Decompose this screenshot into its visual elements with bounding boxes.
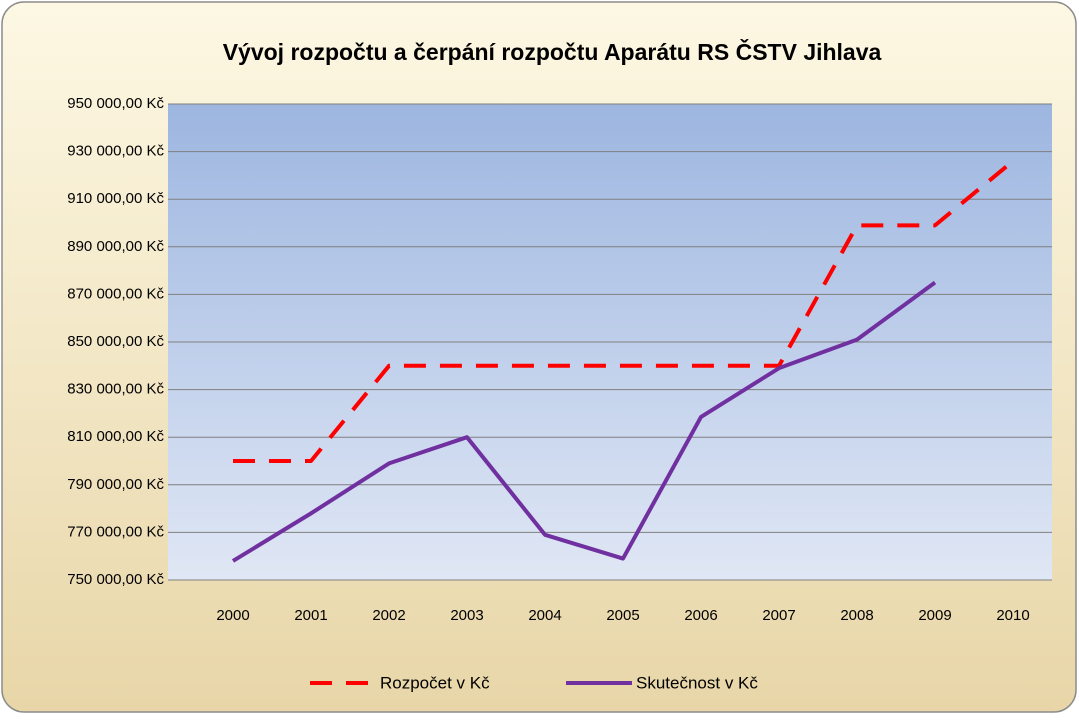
y-tick-label: 850 000,00 Kč (67, 333, 164, 350)
y-tick-label: 770 000,00 Kč (67, 523, 164, 540)
x-tick-label: 2003 (450, 607, 483, 624)
x-tick-label: 2006 (684, 607, 717, 624)
chart-title: Vývoj rozpočtu a čerpání rozpočtu Aparát… (223, 38, 882, 65)
x-tick-label: 2004 (528, 607, 561, 624)
legend-label: Skutečnost v Kč (636, 673, 758, 692)
y-tick-label: 830 000,00 Kč (67, 381, 164, 398)
y-tick-label: 890 000,00 Kč (67, 238, 164, 255)
y-tick-label: 790 000,00 Kč (67, 476, 164, 493)
y-tick-label: 930 000,00 Kč (67, 143, 164, 160)
y-tick-label: 870 000,00 Kč (67, 285, 164, 302)
x-tick-label: 2002 (372, 607, 405, 624)
x-tick-label: 2008 (840, 607, 873, 624)
x-tick-label: 2001 (294, 607, 327, 624)
y-tick-label: 950 000,00 Kč (67, 95, 164, 112)
x-tick-label: 2009 (918, 607, 951, 624)
x-tick-label: 2007 (762, 607, 795, 624)
x-tick-label: 2000 (216, 607, 249, 624)
legend-label: Rozpočet v Kč (380, 673, 490, 692)
x-tick-label: 2010 (996, 607, 1029, 624)
series-line (233, 159, 1015, 463)
x-tick-label: 2005 (606, 607, 639, 624)
y-tick-label: 910 000,00 Kč (67, 190, 164, 207)
y-tick-label: 750 000,00 Kč (67, 571, 164, 588)
series-line (231, 280, 937, 563)
y-tick-label: 810 000,00 Kč (67, 428, 164, 445)
